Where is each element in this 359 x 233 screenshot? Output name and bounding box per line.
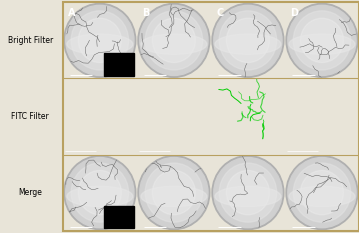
Circle shape [64, 3, 136, 77]
Circle shape [138, 3, 210, 77]
Text: Bright Filter: Bright Filter [8, 36, 53, 45]
Circle shape [300, 171, 344, 215]
Circle shape [214, 5, 282, 75]
Circle shape [71, 11, 129, 70]
Circle shape [64, 156, 136, 230]
Circle shape [78, 18, 121, 62]
Circle shape [214, 158, 282, 228]
Bar [104, 53, 134, 76]
Circle shape [293, 11, 351, 70]
Circle shape [286, 156, 358, 230]
Text: A: A [68, 8, 75, 18]
Ellipse shape [141, 34, 207, 54]
Circle shape [152, 18, 195, 62]
Circle shape [140, 158, 208, 228]
Ellipse shape [67, 34, 133, 54]
Text: B: B [142, 8, 149, 18]
Circle shape [293, 163, 351, 222]
Circle shape [145, 163, 202, 222]
Ellipse shape [67, 186, 133, 207]
Circle shape [138, 156, 210, 230]
Ellipse shape [141, 186, 207, 207]
Circle shape [288, 5, 356, 75]
Circle shape [71, 163, 129, 222]
Circle shape [78, 171, 121, 215]
Circle shape [219, 163, 277, 222]
Circle shape [300, 18, 344, 62]
Ellipse shape [289, 186, 355, 207]
Circle shape [288, 158, 356, 228]
Circle shape [140, 5, 208, 75]
Circle shape [66, 5, 134, 75]
Circle shape [212, 156, 284, 230]
Text: Merge: Merge [18, 188, 42, 197]
Circle shape [227, 171, 270, 215]
Text: FITC Filter: FITC Filter [11, 112, 49, 121]
Text: D: D [290, 8, 298, 18]
Text: C: C [216, 8, 223, 18]
Circle shape [152, 171, 195, 215]
Ellipse shape [289, 34, 355, 54]
Ellipse shape [215, 34, 281, 54]
Circle shape [286, 3, 358, 77]
Circle shape [212, 3, 284, 77]
Circle shape [66, 158, 134, 228]
Bar [104, 206, 134, 228]
Ellipse shape [215, 186, 281, 207]
Circle shape [219, 11, 277, 70]
Circle shape [145, 11, 202, 70]
Circle shape [227, 18, 270, 62]
